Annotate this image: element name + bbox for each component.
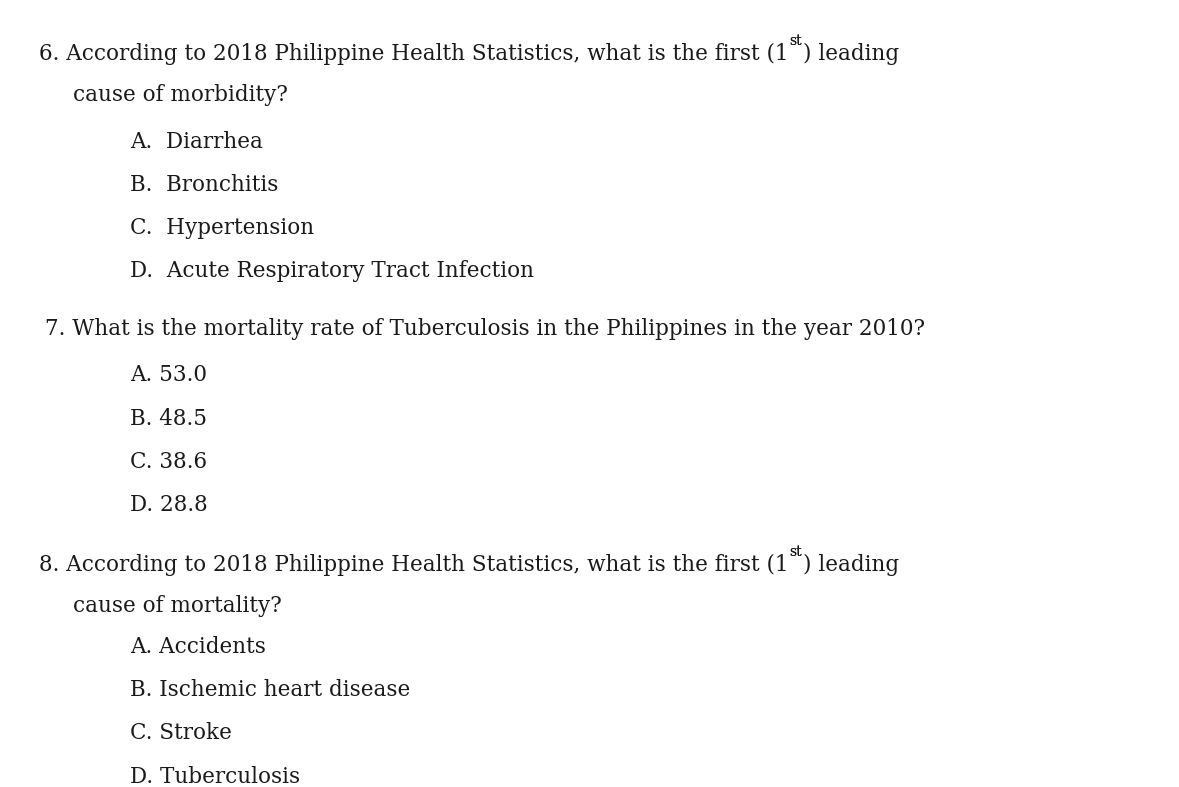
Text: C.  Hypertension: C. Hypertension	[130, 217, 314, 239]
Text: 6. According to 2018 Philippine Health Statistics, what is the first (1: 6. According to 2018 Philippine Health S…	[39, 43, 789, 65]
Text: C. 38.6: C. 38.6	[130, 451, 206, 473]
Text: B. Ischemic heart disease: B. Ischemic heart disease	[130, 679, 410, 701]
Text: ) leading: ) leading	[803, 43, 900, 65]
Text: cause of morbidity?: cause of morbidity?	[73, 84, 288, 106]
Text: D. 28.8: D. 28.8	[130, 494, 208, 516]
Text: B. 48.5: B. 48.5	[130, 408, 206, 430]
Text: A. 53.0: A. 53.0	[130, 364, 206, 386]
Text: D. Tuberculosis: D. Tuberculosis	[130, 766, 299, 787]
Text: cause of mortality?: cause of mortality?	[73, 595, 282, 617]
Text: st: st	[790, 34, 802, 48]
Text: st: st	[790, 34, 802, 48]
Text: B.  Bronchitis: B. Bronchitis	[130, 174, 278, 196]
Text: st: st	[790, 545, 802, 559]
Text: D.  Acute Respiratory Tract Infection: D. Acute Respiratory Tract Infection	[130, 260, 534, 283]
Text: ) leading: ) leading	[803, 554, 900, 576]
Text: 8. According to 2018 Philippine Health Statistics, what is the first (1: 8. According to 2018 Philippine Health S…	[39, 554, 789, 576]
Text: A. Accidents: A. Accidents	[130, 636, 265, 658]
Text: C. Stroke: C. Stroke	[130, 722, 231, 745]
Text: st: st	[790, 545, 802, 559]
Text: A.  Diarrhea: A. Diarrhea	[130, 131, 263, 153]
Text: 7. What is the mortality rate of Tuberculosis in the Philippines in the year 201: 7. What is the mortality rate of Tubercu…	[45, 318, 924, 340]
